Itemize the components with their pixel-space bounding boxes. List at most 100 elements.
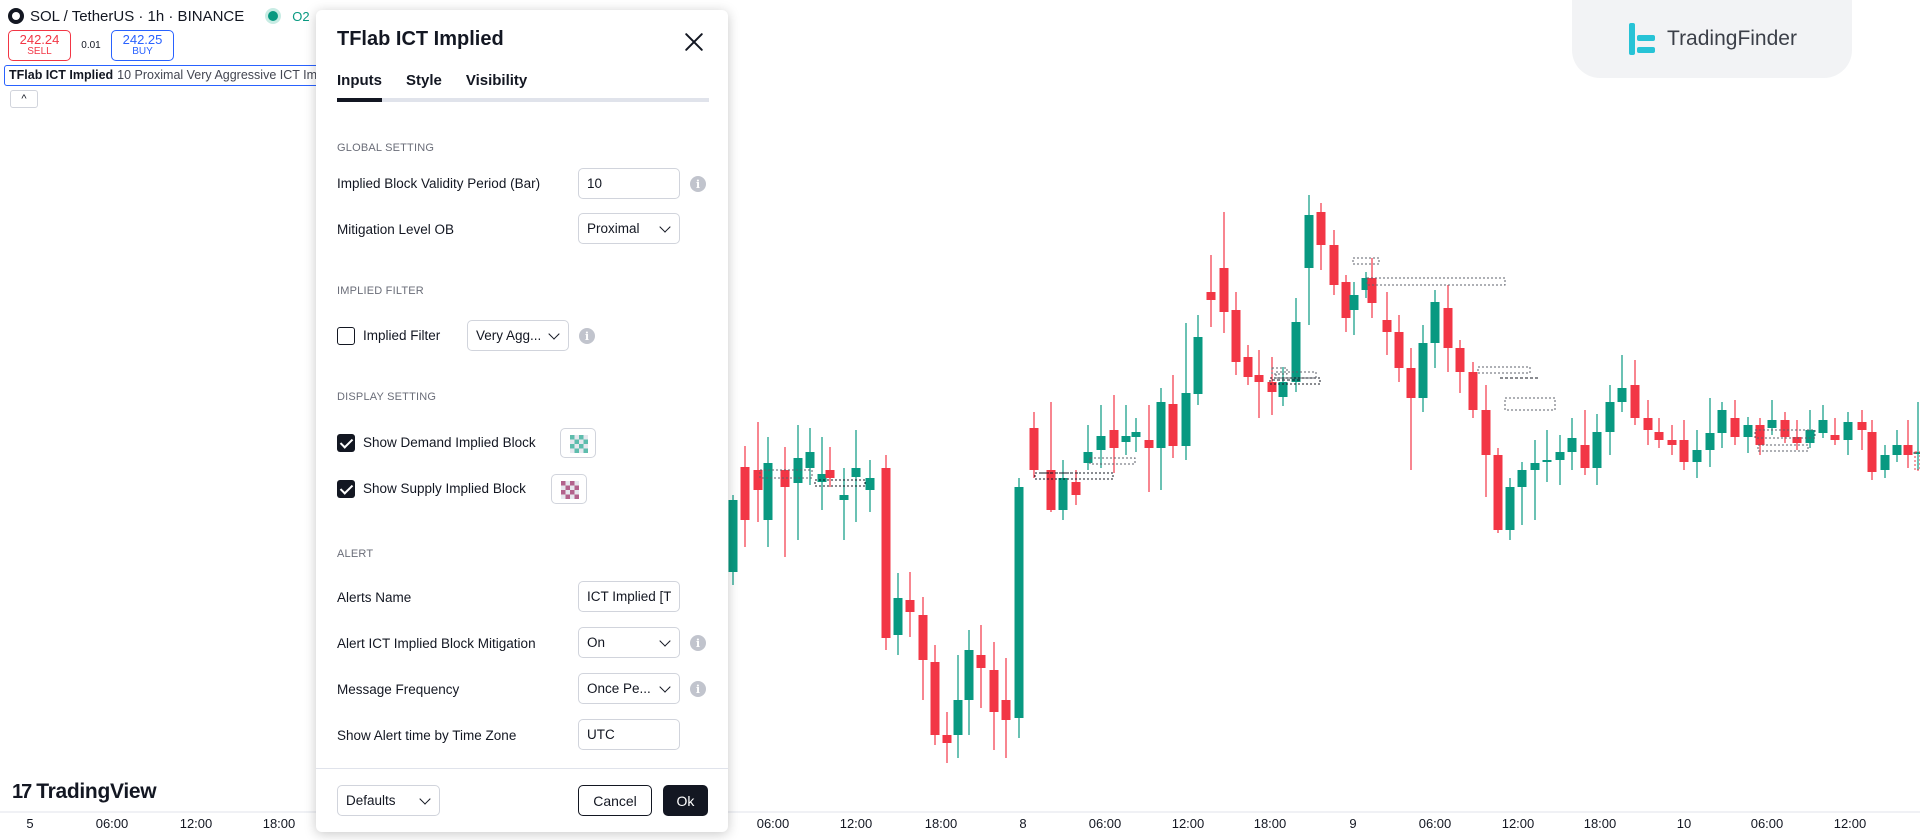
candle <box>1083 425 1093 470</box>
alert-timezone-label: Show Alert time by Time Zone <box>337 728 517 743</box>
close-icon[interactable] <box>680 28 708 56</box>
candle-body <box>1717 410 1727 433</box>
message-frequency-select[interactable]: Once Pe... <box>578 673 680 704</box>
cancel-button[interactable]: Cancel <box>578 785 652 816</box>
candle <box>1880 445 1890 478</box>
indicator-legend[interactable]: TFlab ICT Implied 10 Proximal Very Aggres… <box>4 65 334 86</box>
implied-block <box>1757 444 1809 452</box>
candle-body <box>964 650 974 700</box>
candle-body <box>942 735 952 743</box>
candle <box>1517 462 1527 525</box>
symbol-header[interactable]: SOL / TetherUS · 1h · BINANCE O2 <box>8 6 310 26</box>
candle-body <box>1481 410 1491 455</box>
show-demand-checkbox[interactable] <box>337 434 355 452</box>
candle <box>1382 292 1392 355</box>
checker-cell <box>583 444 588 449</box>
candle-body <box>1780 420 1790 437</box>
implied-block <box>1366 277 1506 286</box>
candle-body <box>1755 425 1765 445</box>
alerts-name-input[interactable] <box>578 581 680 612</box>
tab-inputs[interactable]: Inputs <box>337 72 382 102</box>
alerts-name-label: Alerts Name <box>337 590 412 605</box>
candle <box>1267 357 1277 415</box>
candle-body <box>1679 440 1689 462</box>
candle <box>1617 355 1627 412</box>
implied-filter-checkbox[interactable] <box>337 327 355 345</box>
defaults-label: Defaults <box>346 793 396 808</box>
candle <box>1291 298 1301 392</box>
candle <box>1843 412 1853 455</box>
candle-body <box>1880 455 1890 470</box>
candle-body <box>1805 430 1815 443</box>
candle <box>1530 440 1540 520</box>
info-icon[interactable]: i <box>690 176 706 192</box>
implied-block <box>814 479 866 487</box>
candle-body <box>1083 452 1093 463</box>
checker-cell <box>583 435 588 440</box>
sell-label: SELL <box>27 46 52 58</box>
demand-color-checker-icon <box>570 435 588 453</box>
candle <box>1058 460 1068 520</box>
chevron-down-icon <box>548 327 560 340</box>
checker-cell <box>570 444 575 449</box>
tradingfinder-logo-icon <box>1627 21 1657 57</box>
alert-timezone-input[interactable] <box>578 719 680 750</box>
candle-body <box>1605 402 1615 432</box>
defaults-dropdown[interactable]: Defaults <box>337 785 440 816</box>
sell-button[interactable]: 242.24 SELL <box>8 30 71 61</box>
candle <box>1001 658 1011 758</box>
tab-style[interactable]: Style <box>406 72 442 89</box>
checker-cell <box>570 485 575 490</box>
implied-filter-select[interactable]: Very Agg... <box>467 320 569 351</box>
collapse-legend-button[interactable]: ^ <box>10 90 38 108</box>
demand-color-swatch[interactable] <box>560 428 596 458</box>
info-icon[interactable]: i <box>690 635 706 651</box>
candle <box>1892 430 1902 462</box>
candle-body <box>1071 482 1081 495</box>
candle-body <box>851 468 861 477</box>
time-axis-label: 10 <box>1677 816 1691 831</box>
indicator-args: 10 Proximal Very Aggressive ICT Im <box>117 68 318 82</box>
validity-period-input[interactable] <box>578 168 680 199</box>
ok-button[interactable]: Ok <box>663 785 708 816</box>
candle-body <box>805 452 815 468</box>
info-icon[interactable]: i <box>690 681 706 697</box>
time-axis-label: 9 <box>1349 816 1356 831</box>
checker-cell <box>570 490 575 495</box>
candle-body <box>1096 436 1106 450</box>
candle-body <box>1913 452 1920 454</box>
mitigation-level-select[interactable]: Proximal <box>578 213 680 244</box>
buy-button[interactable]: 242.25 BUY <box>111 30 174 61</box>
checker-cell <box>574 485 579 490</box>
tab-visibility[interactable]: Visibility <box>465 72 528 89</box>
candle <box>1481 385 1491 497</box>
candle-body <box>1743 425 1753 437</box>
time-axis-label: 5 <box>26 816 33 831</box>
candle <box>865 460 875 512</box>
candle-body <box>1206 292 1216 300</box>
show-supply-checkbox[interactable] <box>337 480 355 498</box>
candle-body <box>1329 245 1339 285</box>
implied-block <box>1275 371 1317 379</box>
candle <box>1643 400 1653 445</box>
chevron-down-icon <box>659 220 671 233</box>
candle-body <box>976 655 986 668</box>
candle-body <box>740 467 750 520</box>
candle-body <box>1818 420 1828 433</box>
candle-body <box>1767 420 1777 428</box>
candle-body <box>1555 452 1565 460</box>
candle-body <box>1014 487 1024 718</box>
candle <box>1792 420 1802 450</box>
checker-cell <box>574 439 579 444</box>
alert-mitigation-select[interactable]: On <box>578 627 680 658</box>
info-icon[interactable]: i <box>579 328 595 344</box>
supply-color-swatch[interactable] <box>551 474 587 504</box>
candle <box>1630 360 1640 425</box>
candle <box>1654 418 1664 448</box>
candle-body <box>1394 332 1404 368</box>
show-supply-label: Show Supply Implied Block <box>363 481 526 496</box>
candle <box>839 468 849 540</box>
candle-body <box>817 474 827 482</box>
